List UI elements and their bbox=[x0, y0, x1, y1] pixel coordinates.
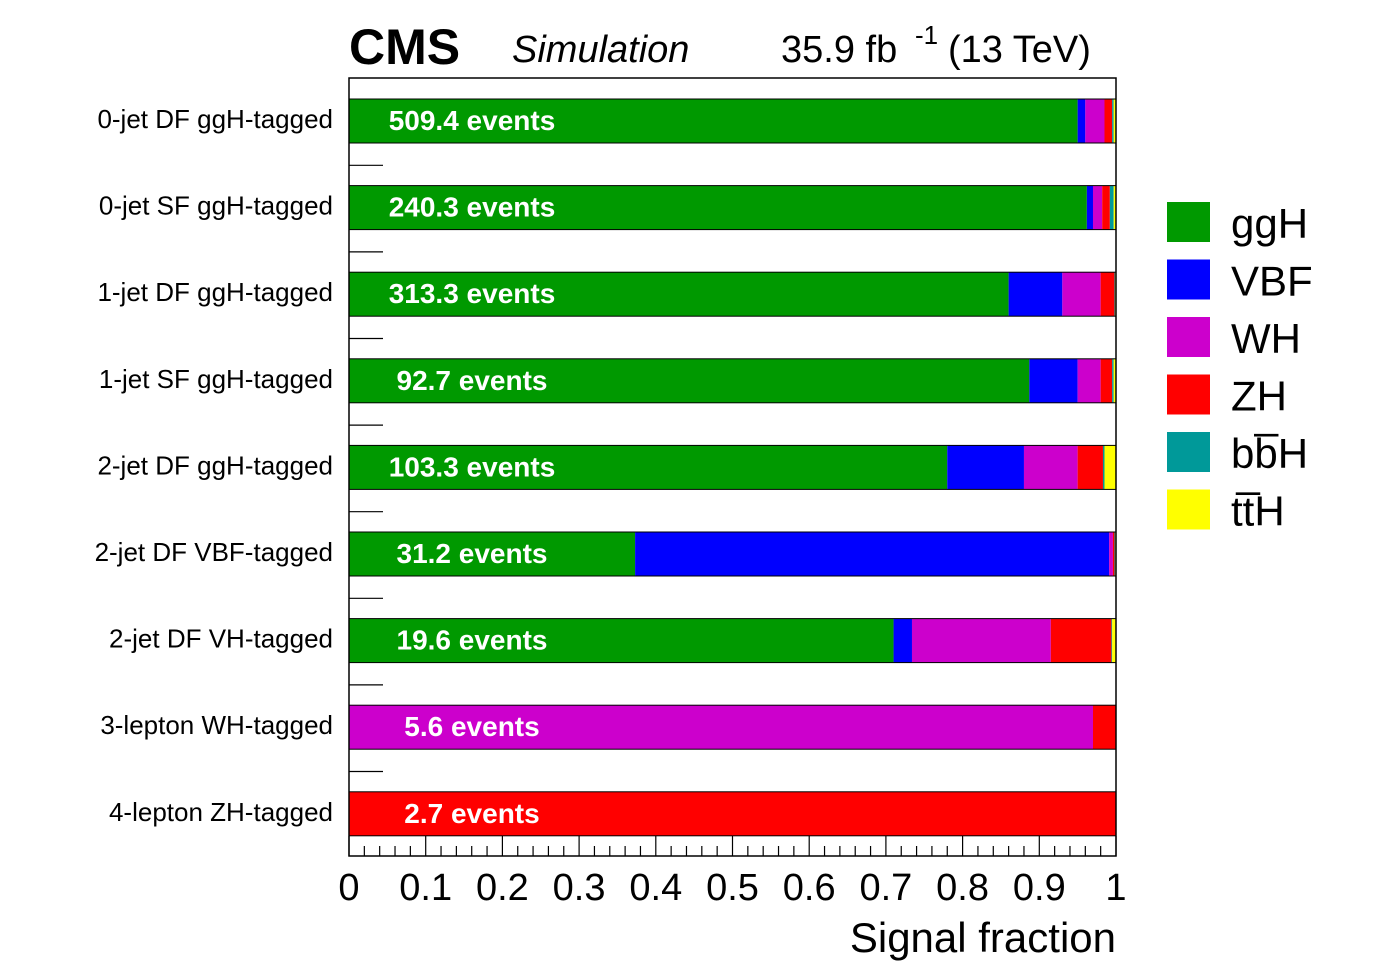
bar-wh-row-2 bbox=[1092, 185, 1103, 230]
bar-vbf-row-3 bbox=[1008, 272, 1063, 317]
bar-bbh-row-7 bbox=[1111, 618, 1113, 663]
events-label: 103.3 events bbox=[389, 451, 556, 482]
x-tick-label: 0.8 bbox=[936, 867, 989, 909]
bar-wh-row-3 bbox=[1062, 272, 1101, 317]
chart-header: CMS Simulation 35.9 fb -1 (13 TeV) bbox=[349, 19, 1091, 75]
energy-label: (13 TeV) bbox=[948, 29, 1091, 71]
category-label: 0-jet DF ggH-tagged bbox=[97, 104, 333, 134]
bar-vbf-row-1 bbox=[1077, 99, 1086, 143]
legend-label: tt̅H bbox=[1231, 488, 1285, 535]
bar-bbh-row-4 bbox=[1112, 358, 1114, 403]
bar-vbf-row-2 bbox=[1086, 185, 1093, 230]
legend-swatch bbox=[1167, 374, 1210, 415]
category-labels: 0-jet DF ggH-tagged 0-jet SF ggH-tagged 1-… bbox=[95, 104, 333, 827]
bar-wh-row-8 bbox=[349, 705, 1093, 750]
category-label: 1-jet DF ggH-tagged bbox=[97, 277, 333, 307]
bar-zh-row-2 bbox=[1102, 185, 1110, 230]
bar-bbh-row-2 bbox=[1109, 185, 1114, 230]
legend-label: ggH bbox=[1231, 200, 1308, 247]
bar-wh-row-5 bbox=[1023, 445, 1078, 490]
experiment-label: CMS bbox=[349, 19, 460, 75]
events-label: 509.4 events bbox=[389, 105, 556, 136]
events-label: 5.6 events bbox=[404, 711, 539, 742]
x-tick-label: 0.9 bbox=[1013, 867, 1066, 909]
lumi-exponent: -1 bbox=[915, 20, 938, 50]
bar-zh-row-1 bbox=[1104, 99, 1113, 143]
bar-bbh-row-5 bbox=[1102, 445, 1105, 490]
legend-label: ZH bbox=[1231, 373, 1287, 420]
x-tick-label: 0.7 bbox=[859, 867, 912, 909]
bar-wh-row-4 bbox=[1077, 358, 1101, 403]
x-axis: 0 0.1 0.2 0.3 0.4 0.5 0.6 0.7 0.8 0.9 1 bbox=[338, 836, 1127, 909]
bar-zh-row-4 bbox=[1100, 358, 1113, 403]
x-tick-label: 0 bbox=[338, 867, 359, 909]
bar-bbh-row-6 bbox=[1114, 532, 1116, 576]
category-label: 4-lepton ZH-tagged bbox=[109, 797, 333, 827]
x-tick-label: 0.2 bbox=[476, 867, 529, 909]
x-tick-label: 0.4 bbox=[629, 867, 682, 909]
category-label: 2-jet DF ggH-tagged bbox=[97, 450, 333, 480]
bar-ggh-row-3 bbox=[349, 272, 1009, 317]
legend-swatch bbox=[1167, 259, 1210, 300]
bar-zh-row-9 bbox=[349, 791, 1116, 836]
x-tick-label: 1 bbox=[1105, 867, 1126, 909]
x-axis-title: Signal fraction bbox=[850, 914, 1116, 961]
category-label: 1-jet SF ggH-tagged bbox=[99, 364, 333, 394]
bar-ggh-row-5 bbox=[349, 445, 948, 490]
category-label: 2-jet DF VH-tagged bbox=[109, 624, 333, 654]
bar-tth-row-2 bbox=[1113, 185, 1116, 230]
simulation-label: Simulation bbox=[512, 29, 689, 71]
legend-label: bb̅H bbox=[1231, 430, 1308, 477]
legend-swatch bbox=[1167, 432, 1210, 472]
bar-bbh-row-3 bbox=[1114, 272, 1116, 317]
bar-zh-row-8 bbox=[1092, 705, 1116, 750]
x-tick-label: 0.1 bbox=[399, 867, 452, 909]
legend-swatch bbox=[1167, 489, 1210, 530]
bar-tth-row-1 bbox=[1113, 99, 1116, 143]
bar-ggh-row-1 bbox=[349, 99, 1078, 143]
bar-zh-row-3 bbox=[1100, 272, 1115, 317]
bar-ggh-row-7 bbox=[349, 618, 894, 663]
bar-vbf-row-4 bbox=[1029, 358, 1078, 403]
events-label: 240.3 events bbox=[389, 192, 556, 223]
legend-swatch bbox=[1167, 202, 1210, 242]
events-label: 313.3 events bbox=[389, 278, 556, 309]
x-tick-label: 0.6 bbox=[783, 867, 836, 909]
legend: ggH VBF WH ZH bb̅H tt̅H bbox=[1167, 200, 1313, 535]
bar-zh-row-5 bbox=[1077, 445, 1103, 490]
category-label: 3-lepton WH-tagged bbox=[100, 710, 333, 740]
bar-ggh-row-4 bbox=[349, 358, 1030, 403]
bar-vbf-row-6 bbox=[635, 532, 1110, 576]
events-label: 31.2 events bbox=[397, 538, 548, 569]
x-tick-label: 0.5 bbox=[706, 867, 759, 909]
bar-wh-row-6 bbox=[1109, 532, 1113, 576]
bar-vbf-row-5 bbox=[947, 445, 1024, 490]
lumi-label: 35.9 fb bbox=[781, 29, 897, 71]
bar-vbf-row-7 bbox=[893, 618, 912, 663]
bar-ggh-row-6 bbox=[349, 532, 636, 576]
category-label: 0-jet SF ggH-tagged bbox=[99, 191, 333, 221]
bar-tth-row-7 bbox=[1112, 618, 1116, 663]
bar-tth-row-4 bbox=[1113, 358, 1116, 403]
category-label: 2-jet DF VBF-tagged bbox=[95, 537, 333, 567]
bar-zh-row-6 bbox=[1112, 532, 1115, 576]
bar-wh-row-1 bbox=[1085, 99, 1105, 143]
legend-swatch bbox=[1167, 317, 1210, 357]
bar-wh-row-7 bbox=[911, 618, 1051, 663]
legend-label: VBF bbox=[1231, 258, 1313, 305]
bar-bbh-row-1 bbox=[1112, 99, 1114, 143]
bar-zh-row-7 bbox=[1050, 618, 1112, 663]
bars-group: 509.4 events 240.3 events 313.3 events 92.7… bbox=[348, 98, 1117, 837]
events-label: 92.7 events bbox=[397, 365, 548, 396]
x-tick-label: 0.3 bbox=[553, 867, 606, 909]
bar-ggh-row-2 bbox=[349, 185, 1087, 230]
legend-label: WH bbox=[1231, 315, 1301, 362]
events-label: 19.6 events bbox=[397, 625, 548, 656]
events-label: 2.7 events bbox=[404, 798, 539, 829]
bar-tth-row-5 bbox=[1104, 445, 1116, 490]
